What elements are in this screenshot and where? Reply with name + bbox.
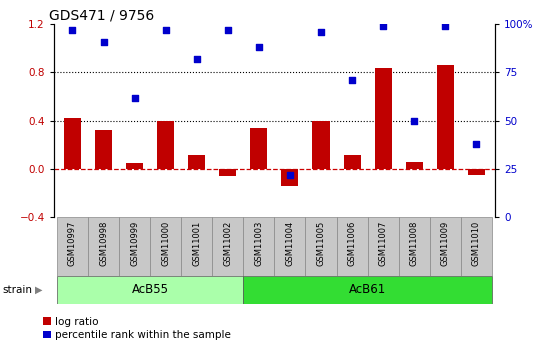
- Text: GSM11003: GSM11003: [254, 220, 263, 266]
- Point: [193, 56, 201, 62]
- Text: GSM11000: GSM11000: [161, 220, 170, 266]
- Point: [410, 118, 419, 124]
- Text: GSM10998: GSM10998: [99, 220, 108, 266]
- Bar: [57, 276, 243, 304]
- Bar: [406, 162, 423, 169]
- Text: GSM11005: GSM11005: [316, 220, 325, 266]
- Text: GSM11004: GSM11004: [286, 220, 294, 266]
- Text: GSM11007: GSM11007: [379, 220, 387, 266]
- Point: [286, 172, 294, 178]
- Bar: [367, 217, 399, 276]
- Text: GSM11009: GSM11009: [441, 220, 450, 266]
- Text: AcB55: AcB55: [132, 283, 168, 296]
- Text: GSM11006: GSM11006: [348, 220, 357, 266]
- Bar: [399, 217, 430, 276]
- Text: AcB61: AcB61: [349, 283, 386, 296]
- Bar: [468, 169, 485, 175]
- Bar: [336, 217, 367, 276]
- Bar: [243, 276, 492, 304]
- Text: GSM11008: GSM11008: [409, 220, 419, 266]
- Point: [161, 27, 170, 33]
- Bar: [157, 121, 174, 169]
- Point: [348, 77, 356, 83]
- Point: [472, 141, 480, 147]
- Text: GSM11001: GSM11001: [192, 220, 201, 266]
- Point: [441, 23, 450, 29]
- Bar: [213, 217, 243, 276]
- Bar: [374, 68, 392, 169]
- Text: GSM10997: GSM10997: [68, 220, 77, 266]
- Text: strain: strain: [3, 285, 33, 295]
- Bar: [313, 121, 330, 169]
- Text: GDS471 / 9756: GDS471 / 9756: [49, 9, 154, 23]
- Bar: [64, 118, 81, 169]
- Bar: [243, 217, 274, 276]
- Bar: [220, 169, 236, 176]
- Point: [317, 29, 325, 34]
- Bar: [126, 163, 143, 169]
- Point: [223, 27, 232, 33]
- Bar: [281, 169, 299, 186]
- Text: GSM11010: GSM11010: [472, 220, 481, 266]
- Bar: [57, 217, 88, 276]
- Legend: log ratio, percentile rank within the sample: log ratio, percentile rank within the sa…: [43, 317, 231, 340]
- Point: [254, 45, 263, 50]
- Bar: [343, 155, 360, 169]
- Point: [130, 95, 139, 100]
- Bar: [119, 217, 150, 276]
- Bar: [430, 217, 461, 276]
- Bar: [437, 65, 454, 169]
- Bar: [306, 217, 336, 276]
- Bar: [88, 217, 119, 276]
- Bar: [181, 217, 213, 276]
- Point: [68, 27, 77, 33]
- Bar: [461, 217, 492, 276]
- Bar: [188, 155, 206, 169]
- Text: ▶: ▶: [35, 285, 43, 295]
- Point: [99, 39, 108, 44]
- Bar: [150, 217, 181, 276]
- Bar: [250, 128, 267, 169]
- Text: GSM10999: GSM10999: [130, 220, 139, 266]
- Text: GSM11002: GSM11002: [223, 220, 232, 266]
- Bar: [274, 217, 306, 276]
- Point: [379, 23, 387, 29]
- Bar: [95, 130, 112, 169]
